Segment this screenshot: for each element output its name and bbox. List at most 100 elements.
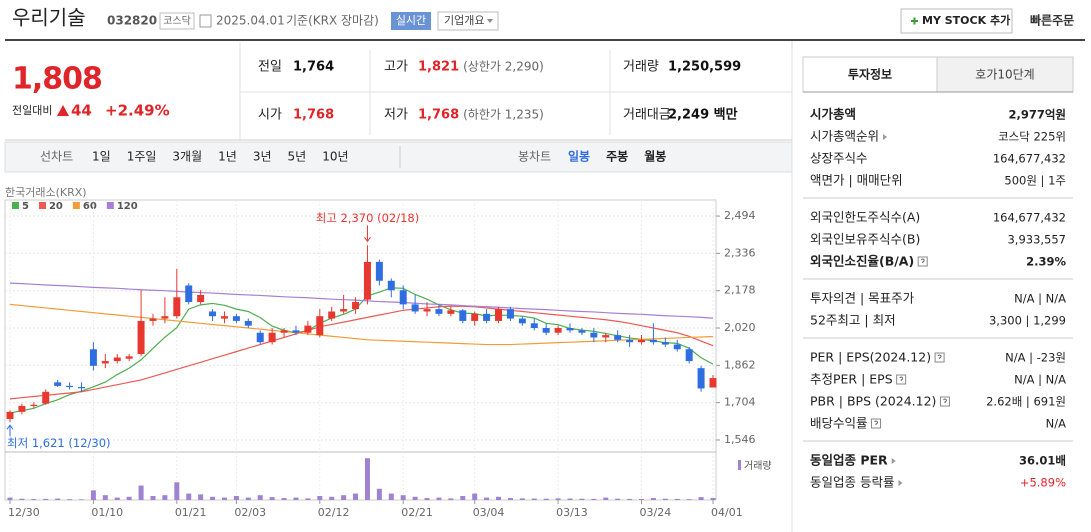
quote-label: 시가 [258, 108, 282, 123]
candle-body [18, 405, 26, 412]
info-value: 3,300 | 1,299 [989, 314, 1066, 328]
volume-bar [364, 458, 370, 500]
volume-bar [698, 497, 704, 500]
realtime-button[interactable] [391, 12, 431, 30]
volume-bar [603, 497, 609, 500]
volume-bar [257, 495, 263, 500]
volume-bar [90, 490, 96, 500]
up-triangle [57, 105, 69, 116]
help-mark [943, 398, 947, 403]
candle-body [304, 325, 312, 333]
info-value: 36.01배 [1019, 454, 1066, 468]
legend-swatch [72, 202, 80, 209]
candle-body [638, 339, 646, 343]
candle-body [387, 280, 395, 291]
volume-bar [627, 498, 633, 500]
candle-body [649, 339, 657, 343]
info-value: N/A [1046, 417, 1066, 431]
period-button[interactable]: 월봉 [644, 149, 666, 164]
period-button[interactable]: 1일 [92, 150, 111, 164]
candle-body [54, 382, 62, 386]
legend-label: 60 [83, 201, 97, 212]
volume-bar [281, 498, 287, 500]
volume-bar [412, 496, 418, 500]
info-value: N/A | N/A [1014, 373, 1066, 387]
period-button[interactable]: 3년 [253, 150, 272, 164]
period-button[interactable]: 10년 [322, 150, 348, 164]
candle-body [77, 387, 85, 389]
volume-legend: 거래량 [744, 460, 772, 472]
volume-bar [472, 493, 478, 500]
quote-value: 1,764 [293, 60, 334, 75]
candle-body [292, 330, 300, 333]
market: 코스닥 [163, 15, 191, 27]
candle-body [89, 349, 97, 366]
volume-bar [639, 499, 645, 500]
volume-bar [460, 495, 466, 500]
y-tick-label: 2,178 [724, 284, 756, 297]
volume-bar [55, 498, 61, 500]
volume-bar [341, 495, 347, 500]
realtime[interactable]: 실시간 [396, 14, 426, 27]
candle-body [209, 311, 217, 317]
calendar-icon [199, 14, 212, 28]
candle-body [602, 335, 610, 338]
tab-box [802, 56, 938, 93]
candle-body [66, 385, 74, 388]
x-tick-label: 01/10 [91, 506, 123, 519]
quote-note: (상한가 2,290) [463, 60, 544, 74]
low-annotation: 최저 1,621 (12/30) [7, 436, 111, 450]
info-label: 시가총액순위 [810, 129, 879, 144]
period-button[interactable]: 1년 [218, 150, 237, 164]
info-label: PER | EPS(2024.12) [810, 350, 931, 365]
candle-body [185, 285, 193, 303]
info-label: 시가총액 [810, 107, 856, 122]
info-label: 동일업종 PER [810, 453, 888, 468]
candle-body [268, 332, 276, 343]
info-value: 코스닥 225위 [998, 130, 1066, 144]
volume-bar [114, 497, 120, 500]
info-value: 2.39% [1026, 255, 1066, 269]
volume-bar [662, 498, 668, 500]
arrow-icon [891, 458, 896, 464]
volume-bar [67, 499, 73, 500]
tab[interactable]: 투자정보 [848, 67, 892, 82]
info-value: N/A | N/A [1014, 292, 1066, 306]
volume-bar [448, 498, 454, 500]
info-value: 500원 | 1주 [1004, 174, 1066, 188]
period-button[interactable]: 주봉 [606, 150, 628, 164]
legend-swatch [106, 202, 114, 209]
overview-button[interactable] [437, 11, 499, 31]
volume-bar [650, 498, 656, 500]
volume-bar [543, 498, 549, 500]
quote-value: 1,250,599 [668, 60, 741, 75]
period-button[interactable]: 일봉 [568, 150, 590, 164]
volume-bar [233, 495, 239, 500]
mystock[interactable]: MY STOCK 추가 [922, 13, 1010, 27]
info-value: 3,933,557 [1007, 233, 1066, 247]
quick-order[interactable]: 빠른주문 [1030, 13, 1074, 28]
volume-bar [126, 496, 132, 500]
x-tick-label: 04/01 [711, 506, 743, 519]
info-value: N/A | -23원 [1005, 351, 1066, 365]
quote-value: 1,768 [418, 108, 459, 123]
candle-body [447, 310, 455, 314]
candle-body [518, 318, 526, 324]
tab[interactable]: 호가10단계 [975, 68, 1034, 82]
x-tick-label: 03/24 [640, 506, 672, 519]
period-button[interactable]: 5년 [288, 150, 307, 164]
quote-label: 고가 [384, 60, 408, 75]
candle-body [626, 339, 634, 343]
quote-note: (하한가 1,235) [463, 108, 544, 122]
overview[interactable]: 기업개요 [444, 14, 484, 27]
volume-bar [150, 495, 156, 500]
candle-body [709, 378, 717, 388]
period-button[interactable]: 3개월 [172, 150, 202, 164]
mystock-button[interactable] [900, 8, 1013, 34]
legend-swatch [38, 202, 46, 209]
period-button[interactable]: 1주일 [127, 150, 157, 164]
info-label: 추정PER | EPS [810, 372, 893, 387]
candle-body [506, 309, 514, 319]
candle-body [280, 330, 288, 333]
info-label: 외국인한도주식수(A) [810, 210, 920, 225]
